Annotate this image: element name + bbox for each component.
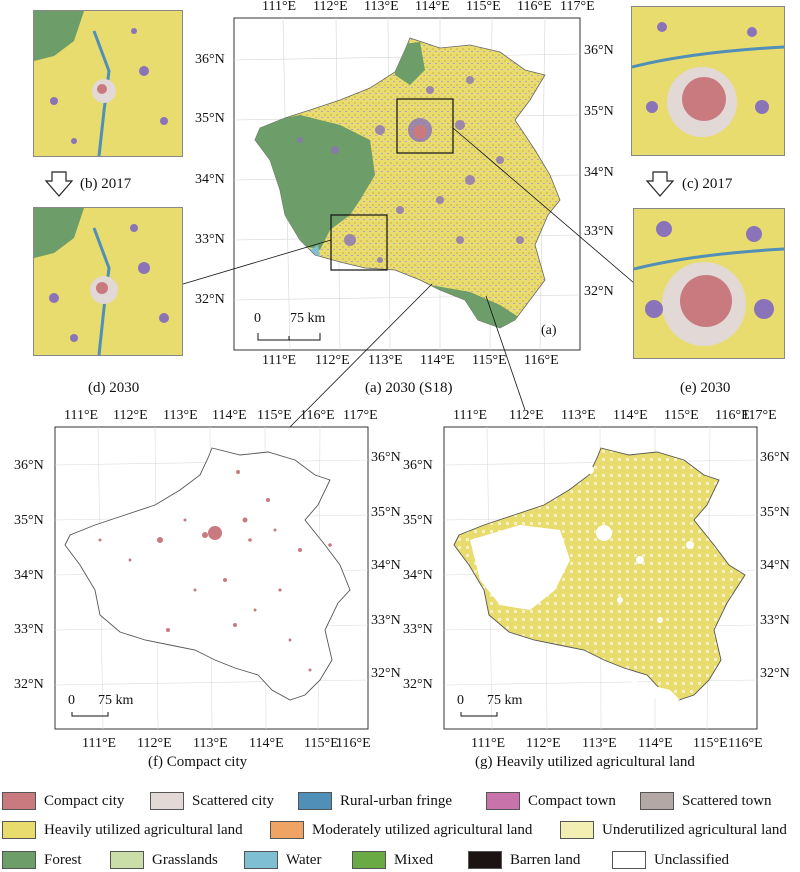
legend-item-water: Water: [244, 851, 321, 869]
main-map-caption: (a) 2030 (S18): [365, 380, 453, 396]
map-f-compact-city: [98, 470, 332, 672]
inset-d-label: (d) 2030: [88, 380, 140, 396]
map-g-scale-bar: [460, 712, 498, 717]
legend-swatch: [640, 792, 674, 810]
main-panel-label: (a): [541, 323, 557, 338]
main-scale-end: 75 km: [290, 311, 326, 326]
legend-swatch: [150, 792, 184, 810]
legend-item-barren: Barren land: [468, 851, 580, 869]
map-g-unclassified: [470, 466, 694, 700]
legend-swatch: [612, 851, 646, 869]
arrow-left-icon: [44, 171, 74, 197]
legend-item-grasslands: Grasslands: [110, 851, 218, 869]
map-g-scale-start: 0: [457, 693, 464, 708]
zoom-box-east: [396, 98, 454, 154]
map-f-scale-end: 75 km: [98, 693, 134, 708]
legend-item-rural-urban-fringe: Rural-urban fringe: [298, 792, 452, 810]
legend-item-unclassified: Unclassified: [612, 851, 729, 869]
map-g-lon-bottom-last: 116°E: [728, 736, 763, 751]
map-f-province: [64, 447, 351, 701]
map-g-scale-end: 75 km: [487, 693, 523, 708]
map-g-caption: (g) Heavily utilized agricultural land: [475, 754, 695, 770]
legend-swatch: [2, 792, 36, 810]
zoom-box-west: [330, 214, 388, 271]
inset-e-2030: [633, 208, 785, 359]
legend-swatch: [352, 851, 386, 869]
legend-swatch: [468, 851, 502, 869]
legend-item-compact-town: Compact town: [486, 792, 616, 810]
legend-swatch: [244, 851, 278, 869]
legend-item-mixed: Mixed: [352, 851, 433, 869]
legend-item-under-agri: Underutilized agricultural land: [560, 821, 787, 839]
legend-swatch: [2, 851, 36, 869]
legend-swatch: [560, 821, 594, 839]
legend-item-scattered-city: Scattered city: [150, 792, 274, 810]
legend-swatch: [270, 821, 304, 839]
arrow-right-icon: [645, 171, 675, 197]
inset-b-2017: [33, 10, 183, 157]
legend-swatch: [2, 821, 36, 839]
inset-c-2017: [631, 6, 785, 156]
legend-item-compact-city: Compact city: [2, 792, 124, 810]
map-f-caption: (f) Compact city: [148, 754, 248, 770]
leader-lines: [182, 127, 635, 433]
legend-swatch: [298, 792, 332, 810]
inset-b-label: (b) 2017: [80, 176, 132, 192]
legend-item-heavily-agri: Heavily utilized agricultural land: [2, 821, 243, 839]
legend-item-scattered-town: Scattered town: [640, 792, 772, 810]
inset-d-2030: [33, 207, 183, 356]
legend-swatch: [486, 792, 520, 810]
main-scale-start: 0: [254, 311, 261, 326]
inset-c-label: (c) 2017: [682, 176, 733, 192]
map-g-province: [453, 447, 746, 701]
map-f-lon-bottom-last: 116°E: [336, 736, 371, 751]
legend-item-forest: Forest: [2, 851, 82, 869]
legend-item-moderately-agri: Moderately utilized agricultural land: [270, 821, 532, 839]
legend-swatch: [110, 851, 144, 869]
map-f-scale-start: 0: [68, 693, 75, 708]
map-f-scale-bar: [71, 712, 109, 717]
map-g-lon-top-last: 117°E: [742, 408, 777, 423]
inset-e-label: (e) 2030: [680, 380, 731, 396]
